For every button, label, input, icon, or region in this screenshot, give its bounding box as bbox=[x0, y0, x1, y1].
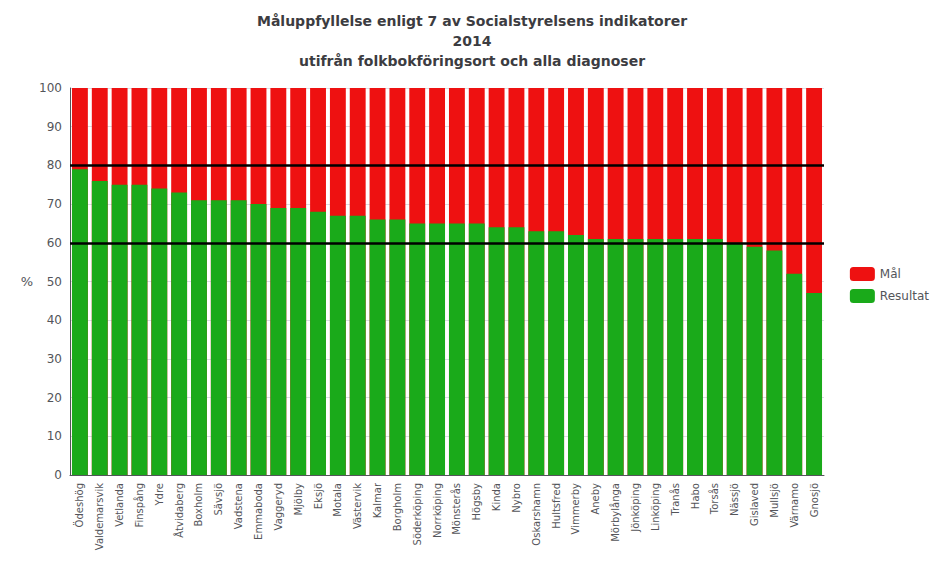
svg-text:Linköping: Linköping bbox=[650, 483, 661, 531]
svg-text:2014: 2014 bbox=[453, 33, 492, 49]
svg-text:Emmaboda: Emmaboda bbox=[253, 483, 264, 540]
svg-text:Vetlanda: Vetlanda bbox=[114, 483, 125, 527]
svg-text:Valdemarsvik: Valdemarsvik bbox=[94, 483, 105, 550]
svg-text:Vaggeryd: Vaggeryd bbox=[273, 483, 284, 530]
svg-text:Oskarshamn: Oskarshamn bbox=[531, 483, 542, 546]
svg-text:Gislaved: Gislaved bbox=[749, 483, 760, 526]
svg-text:Boxholm: Boxholm bbox=[193, 483, 204, 527]
svg-text:100: 100 bbox=[39, 81, 62, 95]
svg-text:Aneby: Aneby bbox=[590, 483, 601, 515]
svg-text:Ydre: Ydre bbox=[154, 483, 165, 507]
svg-text:Ödeshög: Ödeshög bbox=[73, 483, 85, 527]
svg-text:Mönsterås: Mönsterås bbox=[450, 483, 462, 535]
svg-text:Kinda: Kinda bbox=[491, 483, 502, 511]
svg-text:Söderköping: Söderköping bbox=[412, 483, 423, 545]
svg-text:30: 30 bbox=[47, 352, 62, 366]
svg-text:Mörbylånga: Mörbylånga bbox=[609, 483, 621, 542]
svg-text:Vadstena: Vadstena bbox=[233, 483, 244, 529]
svg-text:0: 0 bbox=[54, 468, 62, 482]
svg-text:Jönköping: Jönköping bbox=[630, 483, 641, 533]
svg-text:Nybro: Nybro bbox=[511, 483, 522, 513]
svg-text:Eksjö: Eksjö bbox=[313, 483, 324, 509]
svg-text:Resultat: Resultat bbox=[880, 289, 929, 303]
svg-text:Torsås: Torsås bbox=[708, 483, 720, 515]
svg-text:60: 60 bbox=[47, 236, 62, 250]
svg-text:Mål: Mål bbox=[880, 267, 901, 281]
svg-text:Mjölby: Mjölby bbox=[293, 483, 304, 516]
svg-text:70: 70 bbox=[47, 197, 62, 211]
svg-text:Gnosjö: Gnosjö bbox=[809, 483, 820, 517]
svg-text:80: 80 bbox=[47, 158, 62, 172]
svg-text:Åtvidaberg: Åtvidaberg bbox=[173, 483, 185, 538]
svg-text:utifrån folkbokföringsort och: utifrån folkbokföringsort och alla diagn… bbox=[299, 53, 645, 69]
svg-text:Borgholm: Borgholm bbox=[392, 483, 403, 531]
svg-text:Habo: Habo bbox=[690, 483, 701, 509]
svg-text:Sävsjö: Sävsjö bbox=[213, 483, 224, 516]
svg-text:Västervik: Västervik bbox=[352, 483, 363, 529]
svg-text:20: 20 bbox=[47, 391, 62, 405]
svg-text:Måluppfyllelse enligt 7 av Soc: Måluppfyllelse enligt 7 av Socialstyrels… bbox=[257, 13, 687, 29]
svg-text:%: % bbox=[21, 274, 33, 289]
svg-text:Vimmerby: Vimmerby bbox=[570, 483, 581, 534]
svg-text:50: 50 bbox=[47, 275, 62, 289]
svg-text:Värnamo: Värnamo bbox=[789, 483, 800, 527]
svg-text:40: 40 bbox=[47, 313, 62, 327]
svg-text:Högsby: Högsby bbox=[471, 483, 482, 521]
svg-text:Norrköping: Norrköping bbox=[432, 483, 443, 538]
svg-text:10: 10 bbox=[47, 429, 62, 443]
svg-text:Hultsfred: Hultsfred bbox=[551, 483, 562, 529]
svg-text:Finspång: Finspång bbox=[133, 483, 145, 528]
svg-text:90: 90 bbox=[47, 120, 62, 134]
svg-text:Motala: Motala bbox=[332, 483, 343, 517]
svg-text:Mullsjö: Mullsjö bbox=[769, 483, 780, 518]
svg-text:Kalmar: Kalmar bbox=[372, 482, 383, 518]
svg-text:Tranås: Tranås bbox=[669, 483, 681, 517]
svg-text:Nässjö: Nässjö bbox=[729, 483, 740, 516]
